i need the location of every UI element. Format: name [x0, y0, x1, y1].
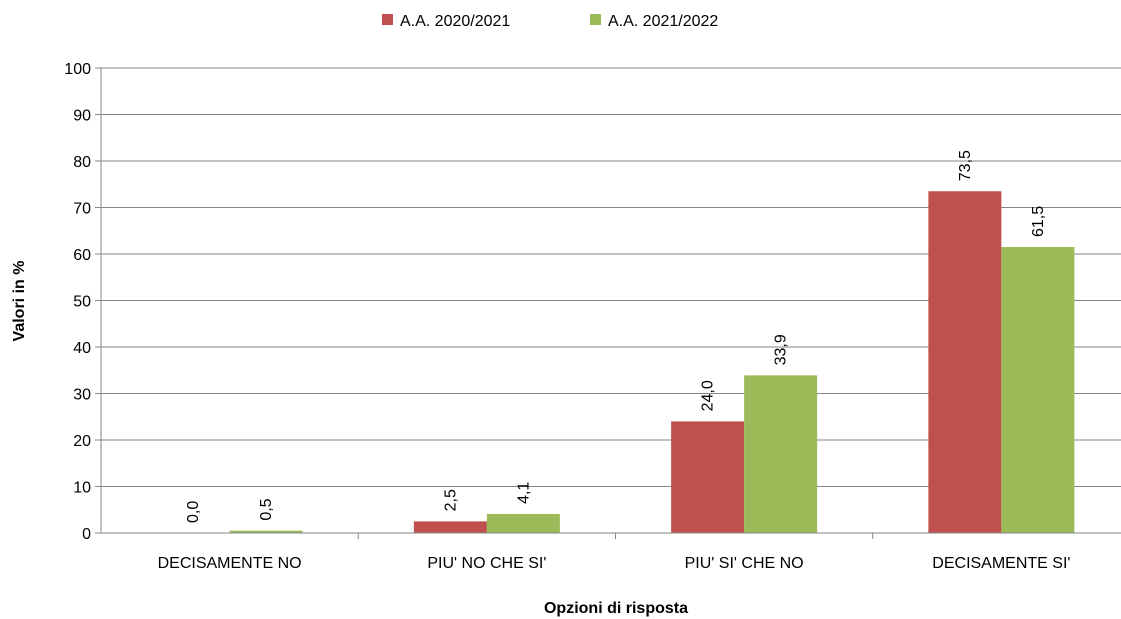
data-label: 0,5 [258, 498, 275, 520]
y-tick-label: 0 [82, 526, 91, 543]
y-axis-title: Valori in % [11, 261, 28, 342]
y-tick-label: 50 [73, 294, 91, 311]
data-label: 2,5 [442, 489, 459, 511]
bars [229, 191, 1075, 533]
bar [1001, 247, 1075, 533]
y-tick-label: 60 [73, 247, 91, 264]
x-tick-label: DECISAMENTE SI' [932, 555, 1070, 572]
bar [413, 521, 487, 533]
data-label: 0,0 [185, 501, 202, 523]
bar [671, 421, 745, 533]
axes [100, 68, 1121, 539]
legend-label: A.A. 2021/2022 [608, 13, 718, 30]
data-label: 73,5 [957, 150, 974, 181]
y-tick-label: 80 [73, 154, 91, 171]
y-tick-label: 40 [73, 340, 91, 357]
bar [744, 375, 818, 533]
legend-label: A.A. 2020/2021 [400, 13, 510, 30]
legend-swatch [382, 14, 393, 25]
legend-swatch [590, 14, 601, 25]
data-label: 61,5 [1030, 206, 1047, 237]
bar [928, 191, 1002, 533]
x-axis-title: Opzioni di risposta [544, 600, 688, 617]
y-tick-label: 70 [73, 201, 91, 218]
data-label: 4,1 [515, 482, 532, 504]
data-label: 33,9 [773, 334, 790, 365]
gridlines [95, 67, 1121, 534]
legend: A.A. 2020/2021 A.A. 2021/2022 [382, 13, 718, 30]
bar [486, 513, 560, 533]
y-tick-label: 20 [73, 433, 91, 450]
y-tick-label: 100 [64, 61, 91, 78]
y-tick-label: 30 [73, 387, 91, 404]
x-tick-label: PIU' NO CHE SI' [427, 555, 546, 572]
bar [229, 530, 303, 533]
x-tick-label: DECISAMENTE NO [158, 555, 302, 572]
x-tick-label: PIU' SI' CHE NO [685, 555, 804, 572]
data-labels: 0,0 0,5 2,5 4,1 24,0 33,9 73,5 61,5 [185, 150, 1047, 523]
x-tick-labels: DECISAMENTE NO PIU' NO CHE SI' PIU' SI' CH… [158, 555, 1071, 572]
y-tick-label: 90 [73, 108, 91, 125]
y-tick-labels: 0 10 20 30 40 50 60 70 80 90 100 [64, 61, 91, 543]
y-tick-label: 10 [73, 480, 91, 497]
data-label: 24,0 [700, 380, 717, 411]
